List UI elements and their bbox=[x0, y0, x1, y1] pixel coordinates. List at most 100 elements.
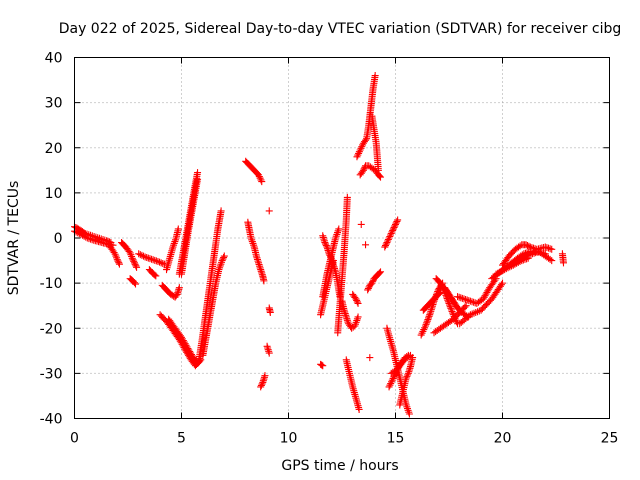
scatter-points bbox=[454, 275, 500, 307]
scatter-points bbox=[265, 207, 273, 215]
scatter-points bbox=[364, 268, 385, 294]
grid-lines bbox=[74, 57, 610, 419]
scatter-points bbox=[362, 241, 370, 249]
y-axis-label: SDTVAR / TECUs bbox=[6, 181, 22, 296]
scatter-points bbox=[419, 288, 444, 314]
scatter-points bbox=[126, 275, 139, 288]
x-tick-label: 15 bbox=[387, 431, 405, 447]
scatter-points bbox=[334, 193, 351, 337]
x-tick-label: 10 bbox=[280, 431, 298, 447]
series-s52 bbox=[492, 254, 532, 278]
y-tick-label: -10 bbox=[40, 276, 63, 292]
scatter-points bbox=[242, 157, 266, 186]
series-s05 bbox=[126, 275, 139, 288]
scatter-points bbox=[263, 342, 273, 357]
scatter-points bbox=[156, 311, 203, 370]
series-s36 bbox=[366, 354, 374, 362]
series-s08 bbox=[158, 281, 183, 301]
series-s03 bbox=[105, 241, 123, 268]
series-s04 bbox=[118, 239, 141, 271]
y-tick-label: 30 bbox=[45, 96, 63, 112]
x-tick-label: 5 bbox=[177, 431, 186, 447]
series-s07 bbox=[145, 266, 160, 280]
x-axis-label: GPS time / hours bbox=[281, 458, 398, 474]
scatter-points bbox=[357, 220, 365, 228]
series-s34 bbox=[362, 241, 370, 249]
series-s21 bbox=[263, 342, 273, 357]
scatter-points bbox=[368, 112, 382, 174]
series-s19 bbox=[265, 207, 273, 215]
series-s30 bbox=[353, 72, 379, 161]
series-s37 bbox=[381, 216, 402, 251]
series-s28 bbox=[342, 356, 363, 413]
data-points bbox=[71, 72, 567, 418]
y-tick-label: 0 bbox=[54, 231, 63, 247]
scatter-points bbox=[366, 354, 374, 362]
series-s29 bbox=[317, 360, 327, 370]
scatter-points bbox=[499, 241, 556, 269]
series-s12 bbox=[156, 311, 203, 370]
scatter-points bbox=[387, 351, 414, 377]
series-s16 bbox=[242, 157, 266, 186]
x-tick-label: 20 bbox=[494, 431, 512, 447]
series-s13 bbox=[165, 315, 205, 367]
plot-frame bbox=[74, 57, 610, 419]
x-tick-label: 0 bbox=[70, 431, 79, 447]
series-s11 bbox=[178, 175, 202, 278]
scatter-points bbox=[456, 279, 506, 328]
series-s43 bbox=[419, 288, 444, 314]
scatter-points bbox=[265, 304, 274, 316]
scatter-points bbox=[165, 315, 205, 367]
scatter-points bbox=[349, 290, 362, 307]
y-tick-label: 10 bbox=[45, 186, 63, 202]
scatter-points bbox=[145, 266, 160, 280]
series-s27 bbox=[349, 290, 362, 307]
scatter-points bbox=[118, 239, 141, 271]
series-s33 bbox=[357, 220, 365, 228]
series-s09 bbox=[163, 225, 182, 274]
scatter-points bbox=[492, 254, 532, 278]
scatter-points bbox=[317, 360, 327, 370]
series-s26 bbox=[338, 297, 362, 332]
y-tick-label: -30 bbox=[40, 366, 63, 382]
scatter-points bbox=[195, 207, 225, 366]
series-s47 bbox=[454, 275, 500, 307]
y-tick-label: 20 bbox=[45, 141, 63, 157]
y-tick-label: -20 bbox=[40, 321, 63, 337]
series-s14 bbox=[195, 207, 225, 366]
series-s40 bbox=[387, 351, 414, 377]
series-s18 bbox=[257, 372, 269, 391]
scatter-points bbox=[319, 232, 344, 301]
scatter-points bbox=[199, 252, 228, 359]
y-tick-label: -40 bbox=[40, 412, 63, 428]
scatter-points bbox=[158, 281, 183, 301]
series-s25 bbox=[334, 193, 351, 337]
series-s50 bbox=[499, 241, 556, 269]
scatter-points bbox=[342, 356, 363, 413]
scatter-points bbox=[338, 297, 362, 332]
series-s20 bbox=[265, 304, 274, 316]
scatter-points bbox=[257, 372, 269, 391]
series-s41 bbox=[396, 354, 417, 409]
scatter-points bbox=[381, 216, 402, 251]
series-s06 bbox=[135, 250, 168, 268]
scatter-points bbox=[105, 241, 123, 268]
scatter-points bbox=[178, 175, 202, 278]
axis-ticks: 0 5 10 15 20 25 -40 -30 -20 -10 0 10 20 30 40 bbox=[40, 51, 619, 447]
scatter-points bbox=[396, 354, 417, 409]
scatter-points bbox=[244, 218, 268, 285]
series-s46 bbox=[441, 284, 472, 321]
x-tick-label: 25 bbox=[601, 431, 619, 447]
series-s15 bbox=[199, 252, 228, 359]
series-s53 bbox=[558, 250, 567, 267]
scatter-points bbox=[163, 225, 182, 274]
chart-title: Day 022 of 2025, Sidereal Day-to-day VTE… bbox=[59, 21, 622, 37]
scatter-points bbox=[353, 72, 379, 161]
series-s24 bbox=[319, 232, 344, 301]
series-s17 bbox=[244, 218, 268, 285]
series-s32 bbox=[368, 112, 382, 174]
scatter-points bbox=[558, 250, 567, 267]
y-tick-label: 40 bbox=[45, 51, 63, 67]
scatter-points bbox=[135, 250, 168, 268]
